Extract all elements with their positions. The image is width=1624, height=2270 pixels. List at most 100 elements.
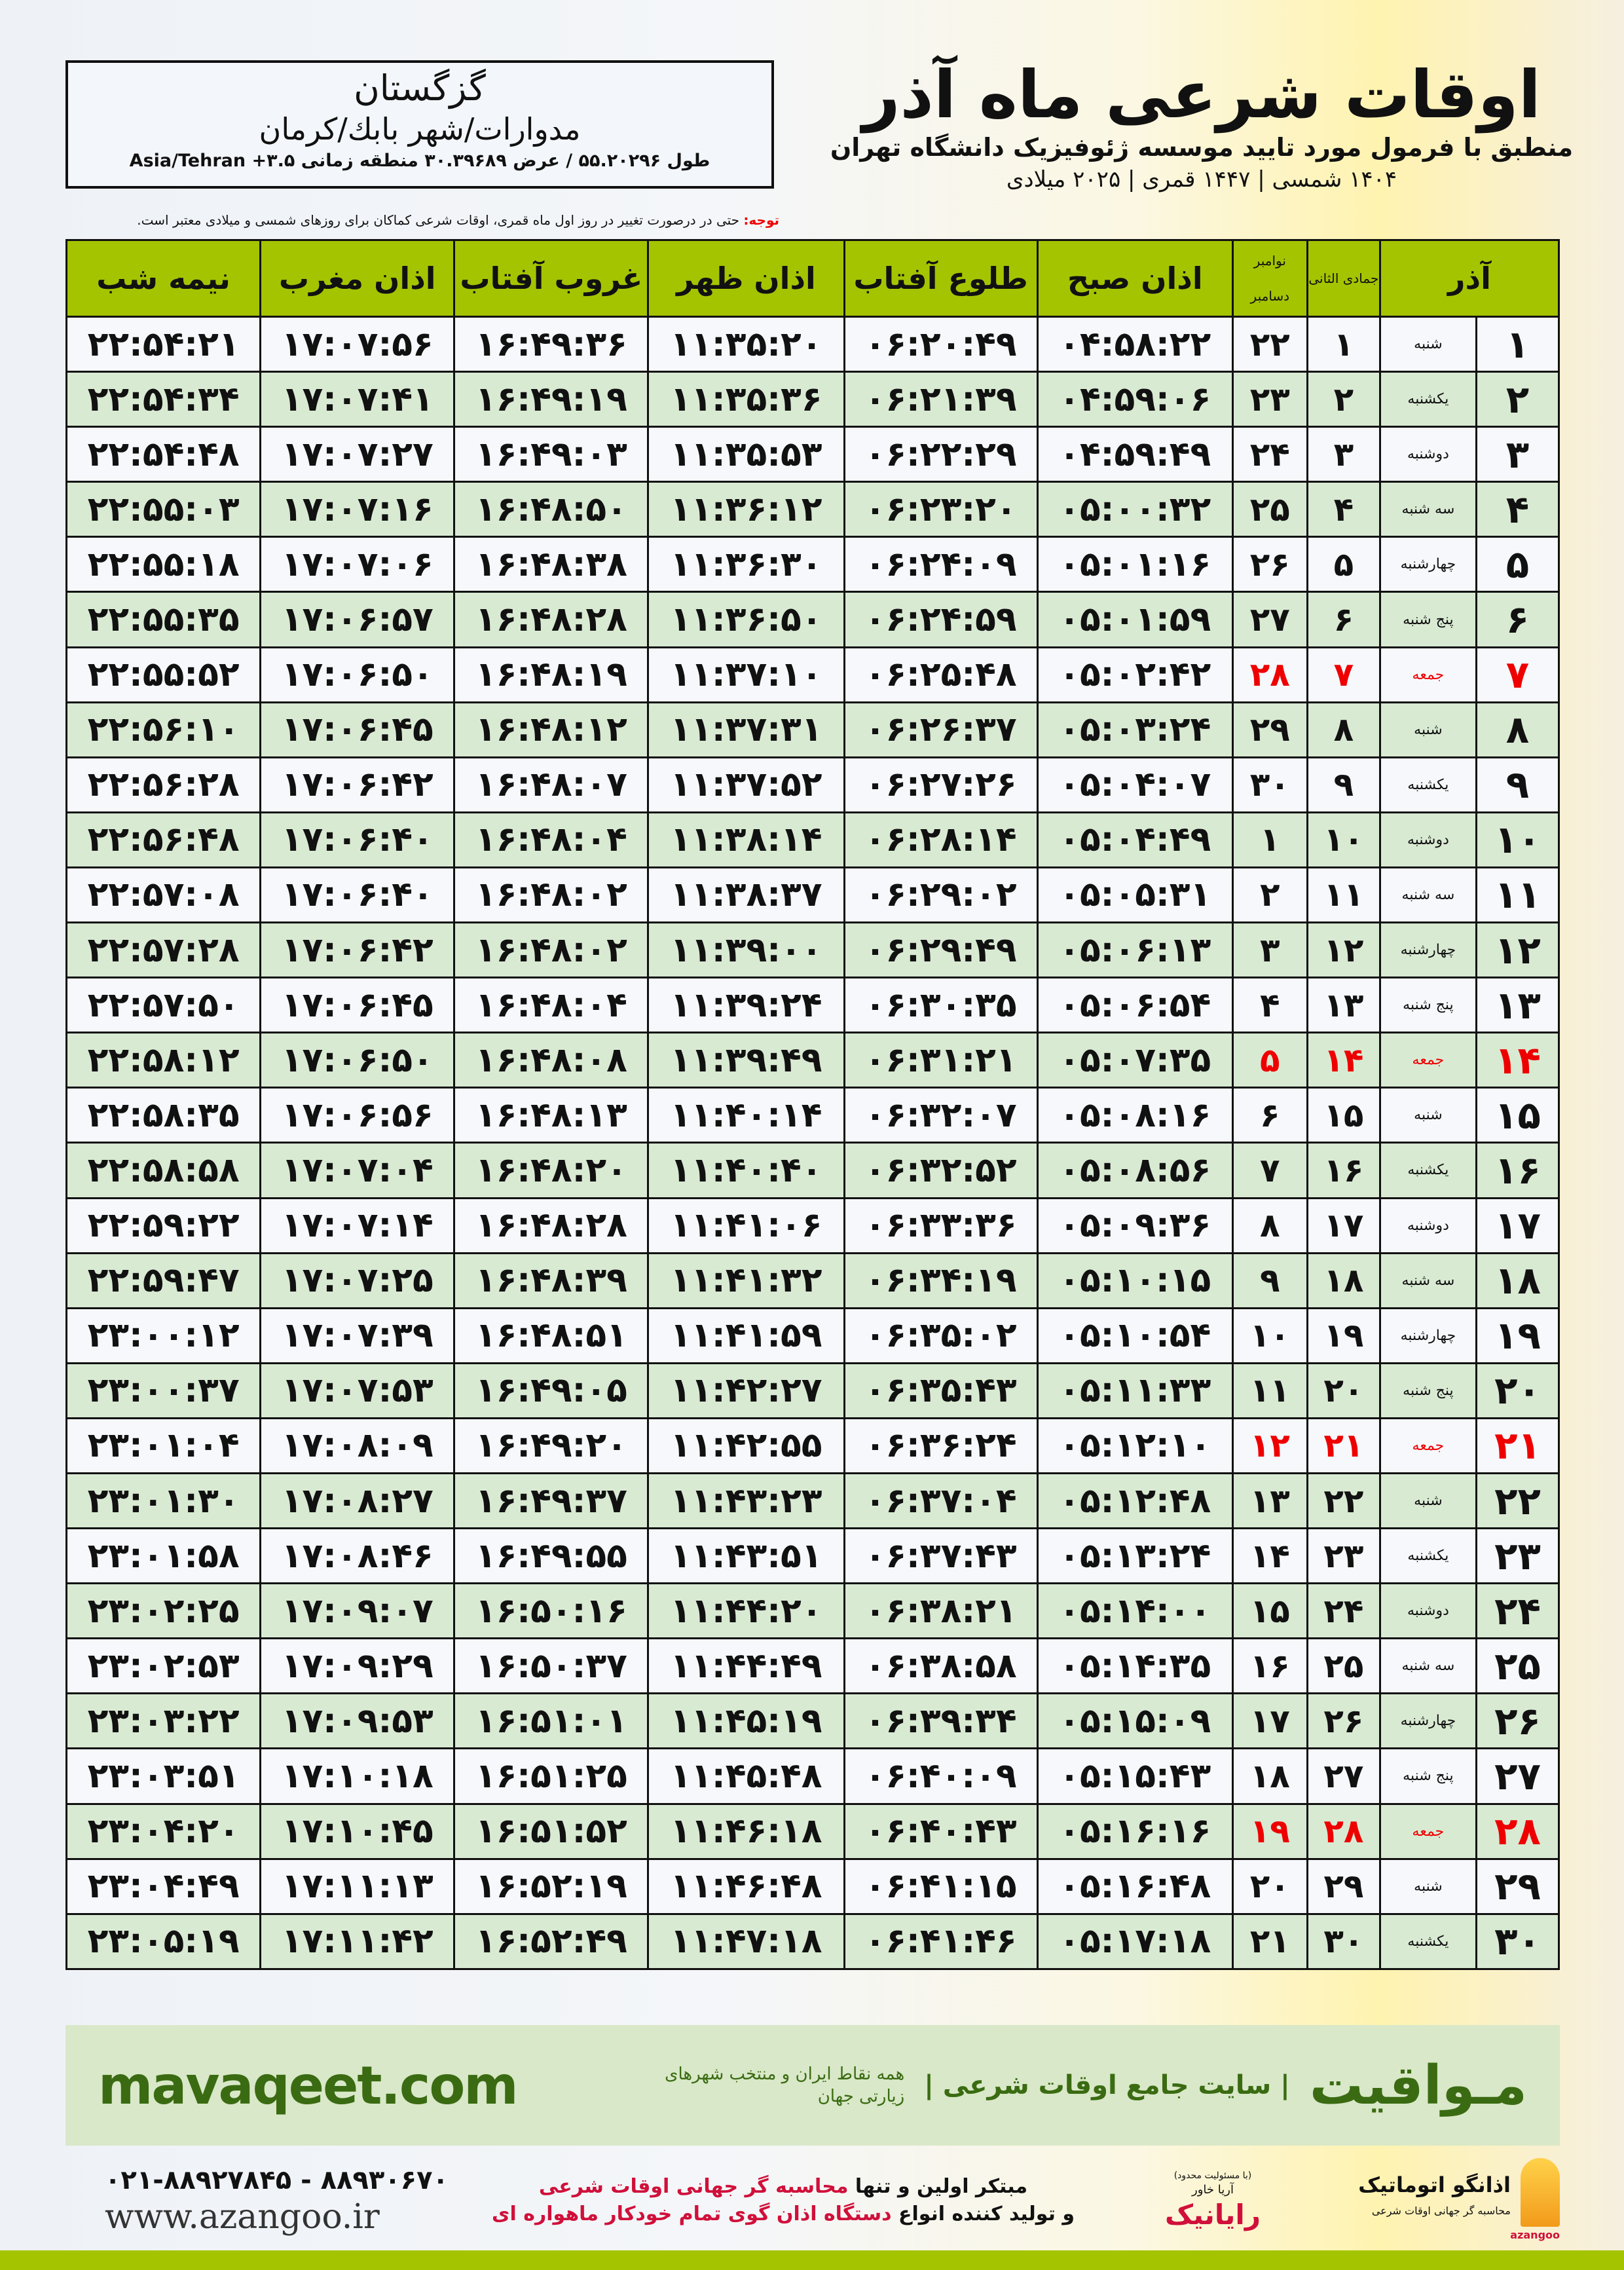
- hijri-cell: ۲۹: [1306, 1857, 1381, 1915]
- maghrib-time: ۱۷:۰۷:۳۹: [259, 1307, 456, 1364]
- rayanik-note: (با مسئولیت محدود): [1173, 2170, 1252, 2181]
- dhuhr-time: ۱۱:۳۶:۱۲: [647, 481, 845, 538]
- day-cell: ۷: [1475, 646, 1560, 703]
- gregorian-cell: ۲۲: [1231, 315, 1308, 373]
- dhuhr-time: ۱۱:۳۷:۱۰: [647, 646, 845, 703]
- maghrib-time: ۱۷:۱۱:۴۲: [259, 1912, 456, 1970]
- location-box: گزگستان مدوارات/شهر بابك/كرمان طول ۵۵.۲۰…: [65, 60, 774, 189]
- day-cell: ۱۲: [1475, 921, 1560, 979]
- azangoo-tagline: محاسبه گر جهانی اوقات شرعی: [1371, 2205, 1511, 2217]
- weekday-cell: چهارشنبه: [1378, 1692, 1477, 1750]
- dhuhr-time: ۱۱:۳۹:۲۴: [647, 977, 845, 1034]
- day-cell: ۱۸: [1475, 1252, 1560, 1309]
- note-text: حتی در درصورت تغییر در روز اول ماه قمری،…: [137, 212, 744, 228]
- table-row: ۳ دوشنبه ۳ ۲۴ ۰۴:۵۹:۴۹ ۰۶:۲۲:۲۹ ۱۱:۳۵:۵۳ ۱۶:۴۹:…: [65, 426, 1560, 483]
- maghrib-time: ۱۷:۰۶:۵۷: [259, 591, 456, 648]
- midnight-time: ۲۳:۰۳:۵۱: [65, 1747, 262, 1805]
- midnight-time: ۲۲:۵۶:۴۸: [65, 811, 262, 868]
- dhuhr-time: ۱۱:۴۶:۱۸: [647, 1802, 845, 1860]
- day-cell: ۶: [1475, 591, 1560, 648]
- sunset-time: ۱۶:۴۸:۰۴: [453, 977, 650, 1034]
- col-greg-top: نوامبر: [1253, 253, 1286, 269]
- gregorian-cell: ۷: [1231, 1142, 1308, 1199]
- sunset-time: ۱۶:۴۸:۱۳: [453, 1087, 650, 1144]
- dhuhr-time: ۱۱:۳۵:۲۰: [647, 315, 845, 373]
- day-cell: ۲۷: [1475, 1747, 1560, 1805]
- table-row: ۹ یکشنبه ۹ ۳۰ ۰۵:۰۴:۰۷ ۰۶:۲۷:۲۶ ۱۱:۳۷:۵۲ ۱۶:۴۸:…: [65, 756, 1560, 813]
- fajr-time: ۰۵:۰۸:۱۶: [1036, 1087, 1234, 1144]
- sunset-time: ۱۶:۴۹:۳۷: [453, 1472, 650, 1530]
- sunrise-time: ۰۶:۲۲:۲۹: [843, 426, 1039, 483]
- sunrise-time: ۰۶:۳۵:۴۳: [843, 1362, 1039, 1419]
- table-row: ۱۳ پنج شنبه ۱۳ ۴ ۰۵:۰۶:۵۴ ۰۶:۳۰:۳۵ ۱۱:۳۹:۲۴ ۱۶:…: [65, 977, 1560, 1034]
- maghrib-time: ۱۷:۰۷:۲۵: [259, 1252, 456, 1309]
- sunset-time: ۱۶:۴۹:۲۰: [453, 1417, 650, 1474]
- sunrise-time: ۰۶:۲۷:۲۶: [843, 756, 1039, 813]
- day-cell: ۱۵: [1475, 1087, 1560, 1144]
- day-cell: ۵: [1475, 536, 1560, 593]
- day-cell: ۲۲: [1475, 1472, 1560, 1530]
- dhuhr-time: ۱۱:۳۸:۱۴: [647, 811, 845, 868]
- azangoo-link[interactable]: www.azangoo.ir: [105, 2197, 380, 2237]
- maghrib-time: ۱۷:۰۶:۴۰: [259, 811, 456, 868]
- rayanik-logo: (با مسئولیت محدود) آریا خاور رایانیک: [1134, 2169, 1291, 2232]
- hijri-cell: ۱۰: [1306, 811, 1381, 868]
- weekday-cell: پنج شنبه: [1378, 1747, 1477, 1805]
- hijri-cell: ۲۶: [1306, 1692, 1381, 1750]
- sunset-time: ۱۶:۴۸:۲۸: [453, 1197, 650, 1254]
- banner-slogan-small: همه نقاط ایران و منتخب شهرهای زیارتی جها…: [665, 2064, 905, 2106]
- hijri-cell: ۴: [1306, 481, 1381, 538]
- table-row: ۲۱ جمعه ۲۱ ۱۲ ۰۵:۱۲:۱۰ ۰۶:۳۶:۲۴ ۱۱:۴۲:۵۵ ۱۶:۴۹:…: [65, 1417, 1560, 1474]
- maghrib-time: ۱۷:۰۶:۴۵: [259, 701, 456, 758]
- day-cell: ۲۱: [1475, 1417, 1560, 1474]
- hijri-cell: ۷: [1306, 646, 1381, 703]
- gregorian-cell: ۲۶: [1231, 536, 1308, 593]
- sunrise-time: ۰۶:۳۲:۰۷: [843, 1087, 1039, 1144]
- day-cell: ۲۹: [1475, 1857, 1560, 1915]
- col-sunrise: طلوع آفتاب: [843, 239, 1039, 318]
- page-title: اوقات شرعی ماه آذر: [862, 56, 1541, 133]
- dhuhr-time: ۱۱:۳۹:۰۰: [647, 921, 845, 979]
- fajr-time: ۰۴:۵۸:۲۲: [1036, 315, 1234, 373]
- day-cell: ۴: [1475, 481, 1560, 538]
- gregorian-cell: ۲۷: [1231, 591, 1308, 648]
- midnight-time: ۲۳:۰۴:۲۰: [65, 1802, 262, 1860]
- maghrib-time: ۱۷:۰۷:۲۷: [259, 426, 456, 483]
- midnight-time: ۲۲:۵۵:۱۸: [65, 536, 262, 593]
- mavaqeet-link[interactable]: mavaqeet.com: [98, 2055, 519, 2116]
- fajr-time: ۰۵:۱۱:۳۳: [1036, 1362, 1234, 1419]
- fajr-time: ۰۵:۰۱:۱۶: [1036, 536, 1234, 593]
- gregorian-cell: ۱۹: [1231, 1802, 1308, 1860]
- hijri-cell: ۶: [1306, 591, 1381, 648]
- hijri-cell: ۱: [1306, 315, 1381, 373]
- hijri-cell: ۲۸: [1306, 1802, 1381, 1860]
- col-midnight: نیمه شب: [65, 239, 262, 318]
- midnight-time: ۲۳:۰۱:۳۰: [65, 1472, 262, 1530]
- promo-line2: و تولید کننده انواع: [891, 2203, 1075, 2225]
- midnight-time: ۲۲:۵۷:۵۰: [65, 977, 262, 1034]
- table-row: ۱۶ یکشنبه ۱۶ ۷ ۰۵:۰۸:۵۶ ۰۶:۳۲:۵۲ ۱۱:۴۰:۴۰ ۱۶:۴۸…: [65, 1142, 1560, 1199]
- fajr-time: ۰۵:۱۳:۲۴: [1036, 1527, 1234, 1585]
- fajr-time: ۰۵:۱۷:۱۸: [1036, 1912, 1234, 1970]
- footer: ۰۲۱-۸۸۹۲۷۸۴۵ - ۸۸۹۳۰۶۷۰ www.azangoo.ir م…: [65, 2155, 1560, 2246]
- maghrib-time: ۱۷:۰۷:۴۱: [259, 371, 456, 428]
- midnight-time: ۲۳:۰۲:۲۵: [65, 1582, 262, 1640]
- sunrise-time: ۰۶:۲۴:۵۹: [843, 591, 1039, 648]
- sunrise-time: ۰۶:۳۸:۵۸: [843, 1637, 1039, 1695]
- weekday-cell: پنج شنبه: [1378, 1362, 1477, 1419]
- gregorian-cell: ۱۱: [1231, 1362, 1308, 1419]
- sunset-time: ۱۶:۵۲:۴۹: [453, 1912, 650, 1970]
- sunset-time: ۱۶:۴۸:۱۹: [453, 646, 650, 703]
- col-maghrib: اذان مغرب: [259, 239, 456, 318]
- table-row: ۸ شنبه ۸ ۲۹ ۰۵:۰۳:۲۴ ۰۶:۲۶:۳۷ ۱۱:۳۷:۳۱ ۱۶:۴۸:۱۲…: [65, 701, 1560, 758]
- day-cell: ۳: [1475, 426, 1560, 483]
- midnight-time: ۲۳:۰۳:۲۲: [65, 1692, 262, 1750]
- dhuhr-time: ۱۱:۴۶:۴۸: [647, 1857, 845, 1915]
- day-cell: ۱۹: [1475, 1307, 1560, 1364]
- gregorian-cell: ۲۰: [1231, 1857, 1308, 1915]
- weekday-cell: دوشنبه: [1378, 426, 1477, 483]
- midnight-time: ۲۳:۰۵:۱۹: [65, 1912, 262, 1970]
- midnight-time: ۲۲:۵۹:۴۷: [65, 1252, 262, 1309]
- maghrib-time: ۱۷:۰۶:۵۶: [259, 1087, 456, 1144]
- weekday-cell: شنبه: [1378, 1087, 1477, 1144]
